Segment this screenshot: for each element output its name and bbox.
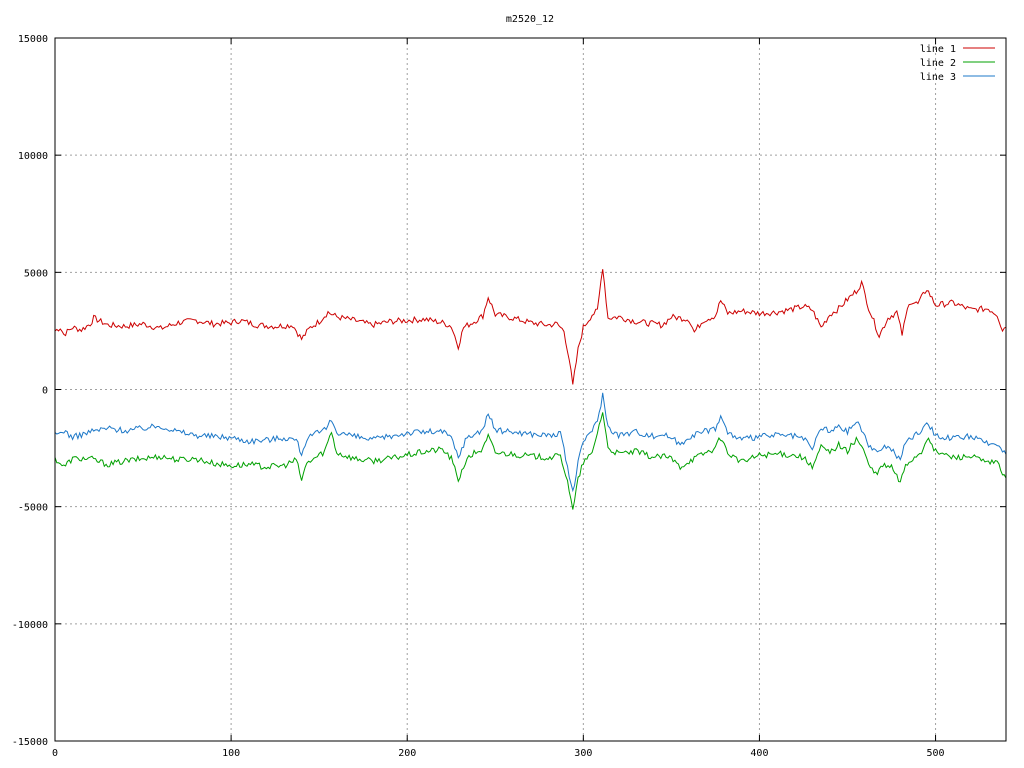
- x-tick-label: 100: [222, 748, 240, 759]
- y-tick-label: 15000: [18, 34, 48, 45]
- series-line-3: [54, 392, 1007, 493]
- x-tick-label: 300: [574, 748, 592, 759]
- legend: line 1 line 2 line 3: [920, 44, 995, 83]
- x-tick-label: 500: [927, 748, 945, 759]
- y-tick-label: -5000: [18, 503, 48, 514]
- grid: [55, 38, 1006, 741]
- x-tick-label: 0: [52, 748, 58, 759]
- y-tick-label: -10000: [12, 620, 48, 631]
- axis-ticks: 0 100 200 300 400 500 -15000 -10000 -5000 0 5000 10…: [12, 34, 1006, 759]
- legend-label: line 3: [920, 72, 956, 83]
- y-tick-label: 5000: [24, 268, 48, 279]
- legend-label: line 2: [920, 58, 956, 69]
- series-line-2: [54, 412, 1007, 510]
- x-tick-label: 400: [750, 748, 768, 759]
- chart-title: m2520_12: [506, 14, 554, 25]
- plot-area: [54, 269, 1007, 510]
- x-tick-label: 200: [398, 748, 416, 759]
- legend-label: line 1: [920, 44, 956, 55]
- y-tick-label: 10000: [18, 151, 48, 162]
- series-line-1: [54, 269, 1007, 385]
- y-tick-label: -15000: [12, 737, 48, 748]
- y-tick-label: 0: [42, 386, 48, 397]
